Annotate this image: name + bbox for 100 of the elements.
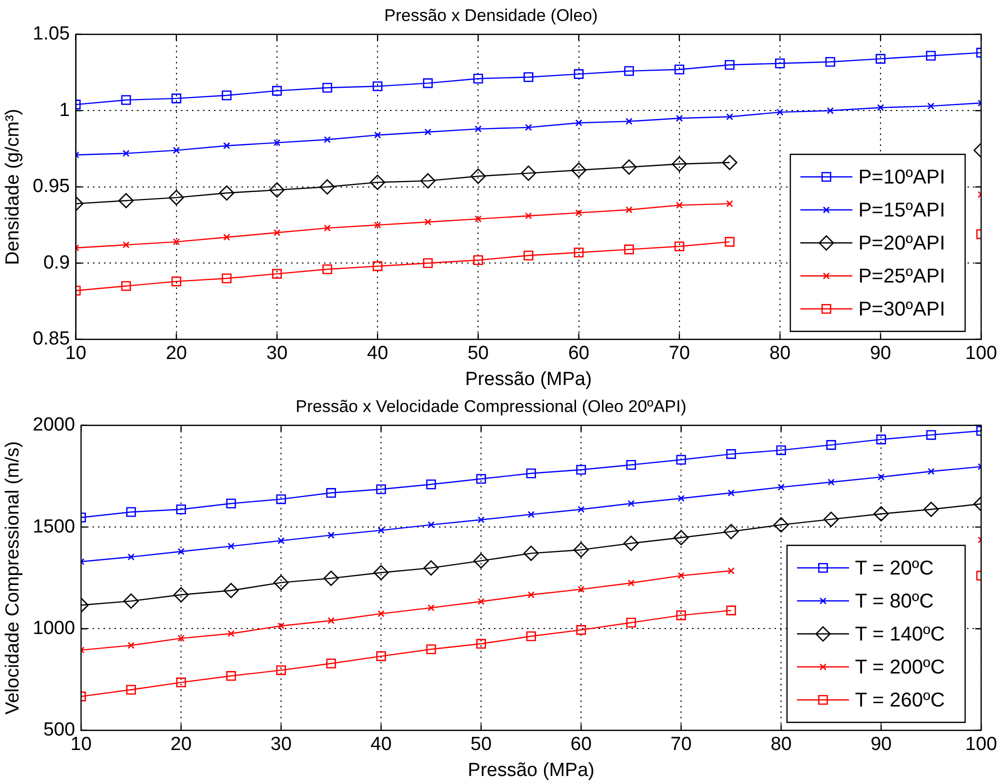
point (376, 484, 386, 494)
point (724, 60, 735, 70)
y-axis-title: Densidade (g/cm³) (2, 108, 24, 266)
point (524, 124, 532, 131)
point (524, 72, 534, 82)
point (423, 560, 439, 576)
point (223, 582, 239, 598)
legend-label: P=20ºAPI (858, 232, 946, 254)
point (826, 440, 836, 450)
x-tick-label: 30 (270, 734, 292, 756)
x-tick-label: 60 (570, 734, 592, 756)
point (926, 430, 936, 440)
x-tick-label: 100 (965, 734, 997, 756)
point (273, 574, 289, 590)
x-tick-label: 30 (266, 343, 288, 364)
point (878, 474, 885, 481)
point (723, 524, 739, 540)
legend-label: T = 80ºC (855, 590, 934, 612)
point (118, 192, 134, 208)
chart-title: Pressão x Densidade (Oleo) (384, 6, 598, 25)
point (376, 651, 386, 662)
point (269, 182, 285, 198)
point (273, 139, 280, 146)
point (473, 553, 489, 568)
point (628, 500, 635, 507)
point (278, 537, 285, 544)
point (776, 445, 786, 456)
point (226, 498, 236, 508)
point (823, 512, 839, 527)
point (176, 504, 186, 514)
point (728, 567, 735, 574)
point (324, 224, 331, 232)
point (621, 159, 637, 175)
point (926, 50, 936, 61)
y-tick-label: 0.95 (32, 176, 70, 198)
point (676, 202, 683, 209)
point (178, 548, 185, 555)
legend-label: T = 200ºC (855, 656, 945, 678)
point (424, 128, 432, 136)
point (674, 64, 684, 74)
point (826, 107, 834, 114)
point (876, 434, 886, 444)
point (378, 526, 385, 534)
point (422, 78, 433, 88)
point (372, 81, 382, 92)
point (578, 586, 585, 593)
point (126, 507, 136, 517)
point (623, 536, 639, 551)
point (528, 591, 535, 598)
point (172, 238, 180, 246)
point (673, 530, 689, 546)
point (426, 644, 436, 654)
point (828, 478, 835, 486)
point (272, 86, 282, 96)
point (773, 517, 789, 532)
point (328, 617, 335, 624)
point (222, 90, 232, 100)
point (322, 264, 332, 274)
point (168, 190, 184, 206)
point (526, 631, 536, 642)
point (428, 521, 435, 528)
point (171, 276, 182, 286)
point (121, 95, 131, 105)
point (726, 200, 734, 208)
point (323, 570, 339, 586)
point (524, 250, 534, 260)
point (326, 658, 336, 668)
point (173, 587, 189, 602)
point (576, 464, 586, 475)
point (273, 229, 280, 236)
point (476, 638, 486, 649)
x-tick-label: 90 (870, 734, 892, 756)
point (176, 678, 186, 688)
point (578, 506, 585, 513)
point (726, 449, 736, 459)
point (171, 94, 182, 104)
point (276, 494, 286, 504)
point (624, 244, 634, 254)
point (470, 168, 486, 184)
y-tick-label: 1500 (32, 516, 76, 538)
point (228, 542, 235, 550)
point (473, 255, 484, 265)
point (123, 593, 139, 609)
point (424, 218, 432, 226)
point (524, 212, 532, 220)
point (722, 154, 738, 170)
point (322, 82, 332, 93)
point (276, 665, 286, 676)
point (326, 488, 336, 498)
legend-label: T = 20ºC (855, 557, 934, 580)
point (422, 258, 433, 268)
legend-label: T = 260ºC (855, 689, 945, 712)
point (374, 132, 382, 139)
point (776, 108, 784, 116)
point (576, 625, 586, 635)
point (775, 58, 785, 68)
point (122, 150, 130, 157)
point (370, 174, 386, 190)
point (825, 56, 836, 67)
x-tick-label: 80 (770, 734, 792, 756)
